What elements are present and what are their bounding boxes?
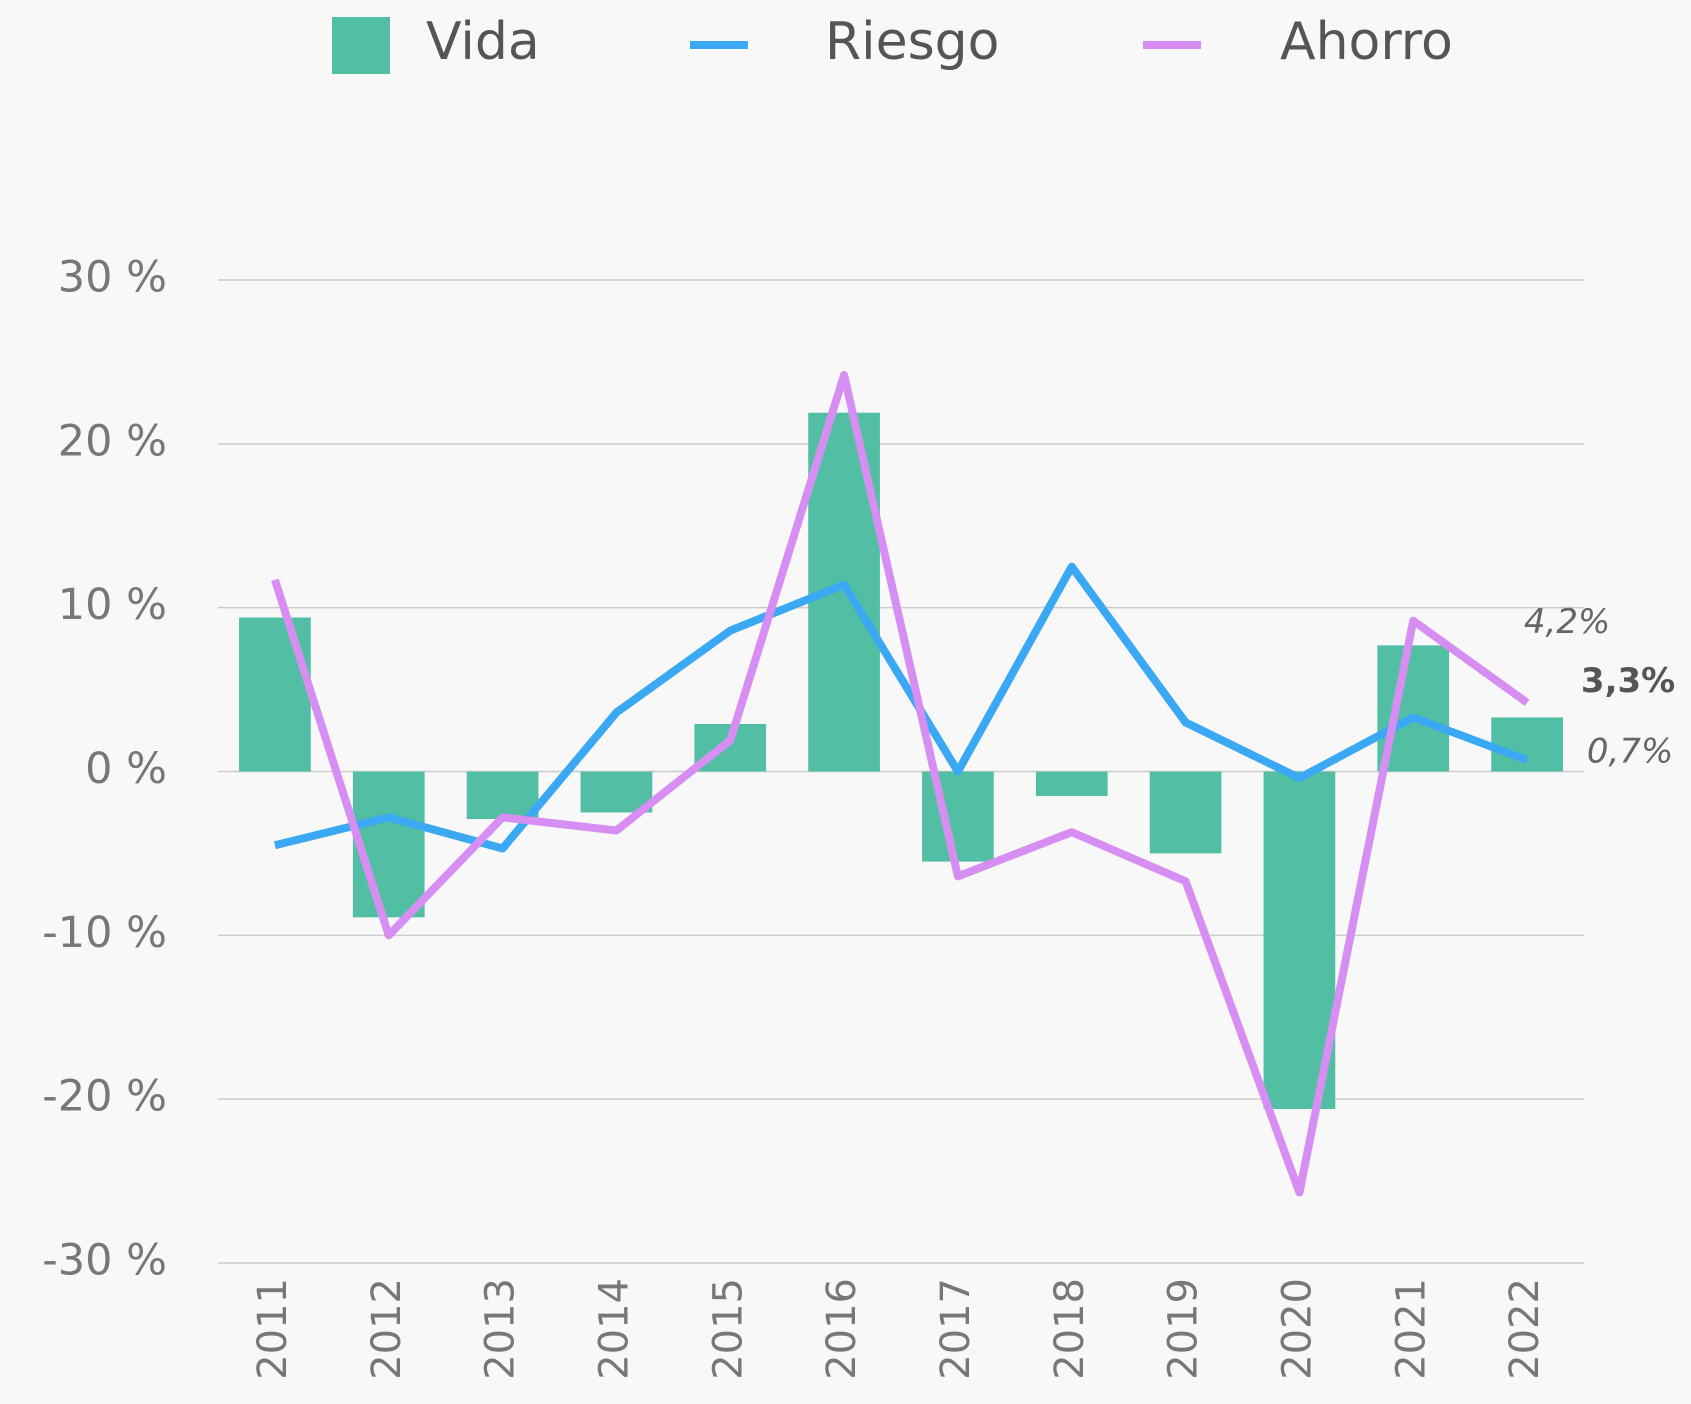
y-tick-label: -10 % bbox=[42, 908, 167, 958]
y-tick-label: 20 % bbox=[58, 416, 167, 466]
data-label: 0,7% bbox=[1587, 732, 1673, 772]
bar bbox=[466, 771, 539, 820]
x-tick-label: 2015 bbox=[705, 1278, 751, 1380]
x-tick-label: 2013 bbox=[478, 1278, 524, 1380]
bar bbox=[1035, 771, 1108, 797]
legend-label: Ahorro bbox=[1280, 12, 1453, 72]
legend-label: Riesgo bbox=[825, 12, 999, 72]
x-tick-label: 2018 bbox=[1047, 1278, 1093, 1380]
x-tick-label: 2016 bbox=[819, 1278, 865, 1380]
line bbox=[273, 562, 1529, 853]
data-label: 4,2% bbox=[1524, 602, 1610, 642]
x-tick-label: 2011 bbox=[250, 1278, 296, 1380]
x-tick-label: 2020 bbox=[1274, 1278, 1320, 1380]
bar bbox=[239, 617, 311, 772]
y-tick-label: -20 % bbox=[42, 1072, 167, 1122]
legend-label: Vida bbox=[426, 12, 540, 72]
data-label: 3,3% bbox=[1581, 661, 1675, 701]
y-tick-label: 0 % bbox=[85, 744, 167, 794]
y-tick-label: -30 % bbox=[42, 1236, 167, 1286]
legend-swatch bbox=[332, 17, 390, 74]
x-tick-label: 2019 bbox=[1161, 1278, 1207, 1380]
y-tick-label: 10 % bbox=[58, 580, 167, 630]
x-tick-label: 2022 bbox=[1502, 1278, 1548, 1380]
bar bbox=[922, 771, 994, 862]
x-tick-label: 2021 bbox=[1388, 1278, 1434, 1380]
bar bbox=[1149, 771, 1222, 854]
bar bbox=[580, 771, 653, 813]
x-tick-label: 2014 bbox=[591, 1278, 637, 1380]
y-tick-label: 30 % bbox=[58, 253, 167, 303]
line bbox=[271, 371, 1530, 1197]
x-tick-label: 2017 bbox=[933, 1278, 979, 1380]
bar bbox=[1491, 717, 1563, 772]
bar bbox=[352, 771, 425, 918]
x-tick-label: 2012 bbox=[364, 1278, 410, 1380]
